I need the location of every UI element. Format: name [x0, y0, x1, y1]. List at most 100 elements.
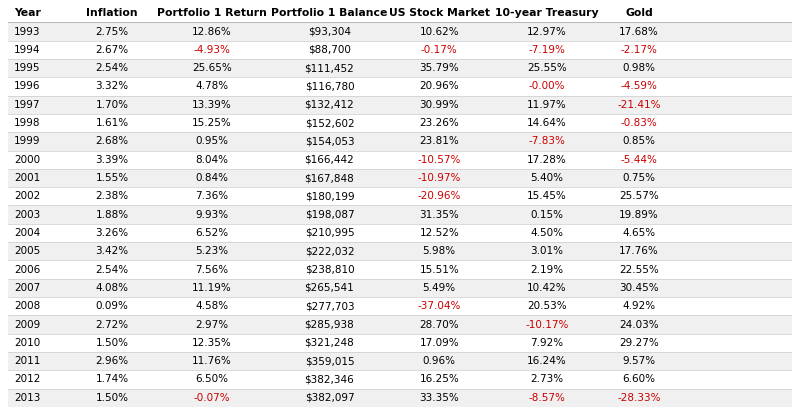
Text: 5.40%: 5.40%	[530, 173, 563, 183]
Text: 9.57%: 9.57%	[622, 356, 656, 366]
Text: 2.67%: 2.67%	[95, 45, 129, 55]
Bar	[8, 224, 792, 242]
Text: 1993: 1993	[14, 27, 41, 37]
Text: 0.96%: 0.96%	[422, 356, 456, 366]
Text: 5.23%: 5.23%	[195, 246, 229, 256]
Text: $180,199: $180,199	[305, 192, 354, 201]
Text: 2003: 2003	[14, 210, 41, 219]
Text: $152,602: $152,602	[305, 118, 354, 128]
Text: 30.45%: 30.45%	[619, 283, 659, 293]
Text: 3.32%: 3.32%	[95, 81, 129, 92]
Bar	[8, 132, 792, 150]
Text: -0.83%: -0.83%	[621, 118, 658, 128]
Text: 1996: 1996	[14, 81, 41, 92]
Text: 0.09%: 0.09%	[95, 301, 128, 311]
Text: 10.62%: 10.62%	[419, 27, 459, 37]
Text: 28.70%: 28.70%	[419, 319, 459, 330]
Text: 17.68%: 17.68%	[619, 27, 659, 37]
Text: $167,848: $167,848	[305, 173, 354, 183]
Text: $321,248: $321,248	[305, 338, 354, 348]
Text: 29.27%: 29.27%	[619, 338, 659, 348]
Text: 2012: 2012	[14, 374, 41, 384]
Text: 0.15%: 0.15%	[530, 210, 563, 219]
Bar	[8, 297, 792, 315]
Text: 2007: 2007	[14, 283, 41, 293]
Text: 20.96%: 20.96%	[419, 81, 459, 92]
Text: 35.79%: 35.79%	[419, 63, 459, 73]
Bar	[8, 114, 792, 132]
Text: $382,346: $382,346	[305, 374, 354, 384]
Text: -21.41%: -21.41%	[618, 100, 661, 110]
Text: 1.70%: 1.70%	[95, 100, 128, 110]
Bar	[8, 187, 792, 206]
Text: 13.39%: 13.39%	[192, 100, 232, 110]
Bar	[8, 370, 792, 388]
Text: 2010: 2010	[14, 338, 41, 348]
Text: 25.55%: 25.55%	[527, 63, 567, 73]
Text: 10.42%: 10.42%	[527, 283, 567, 293]
Text: -28.33%: -28.33%	[618, 393, 661, 403]
Text: $210,995: $210,995	[305, 228, 354, 238]
Text: -10.97%: -10.97%	[418, 173, 461, 183]
Text: 2.19%: 2.19%	[530, 265, 563, 275]
Text: -4.59%: -4.59%	[621, 81, 658, 92]
Text: 17.09%: 17.09%	[419, 338, 459, 348]
Text: 14.64%: 14.64%	[527, 118, 567, 128]
Text: 0.85%: 0.85%	[622, 136, 656, 146]
Text: 19.89%: 19.89%	[619, 210, 659, 219]
Bar	[8, 279, 792, 297]
Bar	[8, 23, 792, 41]
Text: 33.35%: 33.35%	[419, 393, 459, 403]
Text: -7.19%: -7.19%	[529, 45, 566, 55]
Text: 10-year Treasury: 10-year Treasury	[495, 8, 599, 18]
Text: 1995: 1995	[14, 63, 41, 73]
Text: 15.51%: 15.51%	[419, 265, 459, 275]
Text: 2.38%: 2.38%	[95, 192, 129, 201]
Bar	[8, 150, 792, 169]
Text: 1.50%: 1.50%	[95, 338, 128, 348]
Text: 1998: 1998	[14, 118, 41, 128]
Text: 6.60%: 6.60%	[622, 374, 656, 384]
Text: $238,810: $238,810	[305, 265, 354, 275]
Text: 23.26%: 23.26%	[419, 118, 459, 128]
Text: 3.26%: 3.26%	[95, 228, 129, 238]
Text: 6.50%: 6.50%	[195, 374, 228, 384]
Text: 2008: 2008	[14, 301, 41, 311]
Text: $285,938: $285,938	[305, 319, 354, 330]
Bar	[8, 352, 792, 370]
Text: $154,053: $154,053	[305, 136, 354, 146]
Text: -0.17%: -0.17%	[421, 45, 458, 55]
Text: 23.81%: 23.81%	[419, 136, 459, 146]
Text: 6.52%: 6.52%	[195, 228, 229, 238]
Text: $132,412: $132,412	[305, 100, 354, 110]
Text: 3.01%: 3.01%	[530, 246, 563, 256]
Text: 1.88%: 1.88%	[95, 210, 129, 219]
Text: 31.35%: 31.35%	[419, 210, 459, 219]
Text: 0.95%: 0.95%	[195, 136, 228, 146]
Text: $116,780: $116,780	[305, 81, 354, 92]
Text: 16.24%: 16.24%	[527, 356, 567, 366]
Text: -10.17%: -10.17%	[526, 319, 569, 330]
Text: $359,015: $359,015	[305, 356, 354, 366]
Text: -20.96%: -20.96%	[418, 192, 461, 201]
Text: 3.39%: 3.39%	[95, 155, 129, 165]
Text: 0.98%: 0.98%	[622, 63, 656, 73]
Text: 20.53%: 20.53%	[527, 301, 567, 311]
Text: -37.04%: -37.04%	[418, 301, 461, 311]
Text: 17.76%: 17.76%	[619, 246, 659, 256]
Text: 2009: 2009	[14, 319, 41, 330]
Bar	[8, 4, 792, 23]
Text: 2.96%: 2.96%	[95, 356, 129, 366]
Text: 30.99%: 30.99%	[419, 100, 459, 110]
Text: Inflation: Inflation	[86, 8, 138, 18]
Text: Portfolio 1 Return: Portfolio 1 Return	[157, 8, 266, 18]
Text: 15.45%: 15.45%	[527, 192, 567, 201]
Text: $166,442: $166,442	[305, 155, 354, 165]
Bar	[8, 96, 792, 114]
Text: $93,304: $93,304	[308, 27, 351, 37]
Text: 2.72%: 2.72%	[95, 319, 129, 330]
Text: 3.42%: 3.42%	[95, 246, 129, 256]
Text: 2006: 2006	[14, 265, 41, 275]
Text: 11.19%: 11.19%	[192, 283, 232, 293]
Text: 2.97%: 2.97%	[195, 319, 229, 330]
